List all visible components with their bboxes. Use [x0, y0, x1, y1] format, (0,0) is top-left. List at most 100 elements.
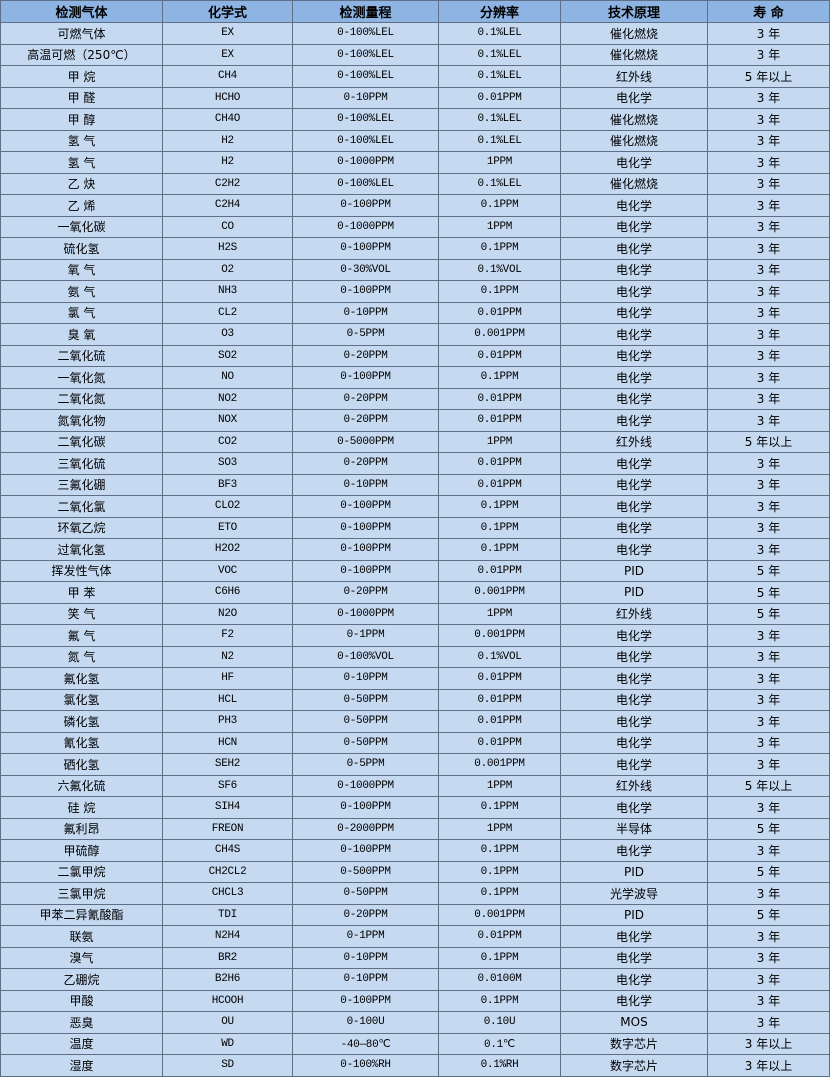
table-row: 三氯甲烷 CHCL3 0-50PPM 0.1PPM 光学波导 3 年 [0, 882, 830, 905]
lifespan-cell: 3 年 [707, 151, 830, 174]
principle-cell: 电化学 [560, 925, 708, 948]
formula-cell: C6H6 [162, 581, 293, 604]
lifespan-cell: 3 年 [707, 344, 830, 367]
principle-cell: 红外线 [560, 65, 708, 88]
principle-cell: 电化学 [560, 495, 708, 518]
formula-cell: NH3 [162, 280, 293, 303]
range-cell: 0-100PPM [292, 538, 439, 561]
resolution-cell: 0.001PPM [438, 323, 561, 346]
gas-name-cell: 氟 气 [0, 624, 163, 647]
principle-cell: 电化学 [560, 86, 708, 109]
range-cell: 0-100%VOL [292, 645, 439, 668]
range-cell: 0-100%LEL [292, 43, 439, 66]
header-resolution: 分辨率 [438, 0, 561, 23]
principle-cell: PID [560, 903, 708, 926]
gas-name-cell: 六氟化硫 [0, 774, 163, 797]
resolution-cell: 0.001PPM [438, 903, 561, 926]
formula-cell: B2H6 [162, 968, 293, 991]
header-row: 检测气体 化学式 检测量程 分辨率 技术原理 寿 命 [0, 0, 830, 23]
lifespan-cell: 3 年 [707, 667, 830, 690]
principle-cell: 催化燃烧 [560, 172, 708, 195]
range-cell: 0-10PPM [292, 968, 439, 991]
table-row: 挥发性气体 VOC 0-100PPM 0.01PPM PID 5 年 [0, 559, 830, 582]
table-row: 二氧化碳 CO2 0-5000PPM 1PPM 红外线 5 年以上 [0, 430, 830, 453]
formula-cell: O3 [162, 323, 293, 346]
lifespan-cell: 3 年 [707, 280, 830, 303]
principle-cell: PID [560, 860, 708, 883]
formula-cell: FREON [162, 817, 293, 840]
range-cell: 0-100%LEL [292, 65, 439, 88]
gas-name-cell: 氧 气 [0, 258, 163, 281]
resolution-cell: 0.01PPM [438, 473, 561, 496]
formula-cell: OU [162, 1011, 293, 1034]
lifespan-cell: 3 年以上 [707, 1054, 830, 1077]
formula-cell: N2 [162, 645, 293, 668]
lifespan-cell: 3 年 [707, 839, 830, 862]
resolution-cell: 0.1PPM [438, 946, 561, 969]
table-row: 乙 炔 C2H2 0-100%LEL 0.1%LEL 催化燃烧 3 年 [0, 172, 830, 195]
table-row: 氧 气 O2 0-30%VOL 0.1%VOL 电化学 3 年 [0, 258, 830, 281]
resolution-cell: 0.01PPM [438, 688, 561, 711]
table-row: 氟 气 F2 0-1PPM 0.001PPM 电化学 3 年 [0, 624, 830, 647]
principle-cell: 电化学 [560, 258, 708, 281]
table-row: 六氟化硫 SF6 0-1000PPM 1PPM 红外线 5 年以上 [0, 774, 830, 797]
table-row: 硒化氢 SEH2 0-5PPM 0.001PPM 电化学 3 年 [0, 753, 830, 776]
resolution-cell: 0.01PPM [438, 301, 561, 324]
resolution-cell: 0.1PPM [438, 194, 561, 217]
header-gas: 检测气体 [0, 0, 163, 23]
gas-name-cell: 三氯甲烷 [0, 882, 163, 905]
principle-cell: PID [560, 559, 708, 582]
resolution-cell: 0.01PPM [438, 387, 561, 410]
table-row: 磷化氢 PH3 0-50PPM 0.01PPM 电化学 3 年 [0, 710, 830, 733]
table-row: 氟化氢 HF 0-10PPM 0.01PPM 电化学 3 年 [0, 667, 830, 690]
formula-cell: CLO2 [162, 495, 293, 518]
lifespan-cell: 5 年以上 [707, 430, 830, 453]
table-row: 笑 气 N2O 0-1000PPM 1PPM 红外线 5 年 [0, 602, 830, 625]
formula-cell: C2H4 [162, 194, 293, 217]
range-cell: 0-2000PPM [292, 817, 439, 840]
principle-cell: 电化学 [560, 387, 708, 410]
range-cell: 0-20PPM [292, 581, 439, 604]
table-row: 臭 氧 O3 0-5PPM 0.001PPM 电化学 3 年 [0, 323, 830, 346]
formula-cell: CH4S [162, 839, 293, 862]
formula-cell: SO2 [162, 344, 293, 367]
gas-name-cell: 二氯甲烷 [0, 860, 163, 883]
range-cell: 0-10PPM [292, 667, 439, 690]
principle-cell: 催化燃烧 [560, 43, 708, 66]
table-row: 甲 醛 HCHO 0-10PPM 0.01PPM 电化学 3 年 [0, 86, 830, 109]
resolution-cell: 0.1PPM [438, 839, 561, 862]
range-cell: 0-100PPM [292, 280, 439, 303]
range-cell: 0-1000PPM [292, 215, 439, 238]
gas-name-cell: 高温可燃（250℃） [0, 43, 163, 66]
principle-cell: 红外线 [560, 774, 708, 797]
formula-cell: CH2CL2 [162, 860, 293, 883]
lifespan-cell: 3 年 [707, 989, 830, 1012]
resolution-cell: 0.01PPM [438, 344, 561, 367]
principle-cell: 电化学 [560, 323, 708, 346]
resolution-cell: 0.1%LEL [438, 129, 561, 152]
table-row: 氯化氢 HCL 0-50PPM 0.01PPM 电化学 3 年 [0, 688, 830, 711]
gas-name-cell: 一氧化氮 [0, 366, 163, 389]
gas-name-cell: 氰化氢 [0, 731, 163, 754]
table-row: 二氯甲烷 CH2CL2 0-500PPM 0.1PPM PID 5 年 [0, 860, 830, 883]
resolution-cell: 0.1PPM [438, 280, 561, 303]
lifespan-cell: 3 年 [707, 473, 830, 496]
lifespan-cell: 3 年 [707, 645, 830, 668]
formula-cell: HCHO [162, 86, 293, 109]
principle-cell: 电化学 [560, 215, 708, 238]
range-cell: 0-10PPM [292, 473, 439, 496]
resolution-cell: 1PPM [438, 430, 561, 453]
gas-name-cell: 氢 气 [0, 151, 163, 174]
resolution-cell: 0.1PPM [438, 516, 561, 539]
resolution-cell: 0.01PPM [438, 925, 561, 948]
table-row: 甲 烷 CH4 0-100%LEL 0.1%LEL 红外线 5 年以上 [0, 65, 830, 88]
table-row: 氮 气 N2 0-100%VOL 0.1%VOL 电化学 3 年 [0, 645, 830, 668]
lifespan-cell: 3 年 [707, 688, 830, 711]
table-row: 硫化氢 H2S 0-100PPM 0.1PPM 电化学 3 年 [0, 237, 830, 260]
formula-cell: H2 [162, 151, 293, 174]
table-row: 甲 醇 CH4O 0-100%LEL 0.1%LEL 催化燃烧 3 年 [0, 108, 830, 131]
range-cell: 0-1000PPM [292, 151, 439, 174]
lifespan-cell: 5 年 [707, 817, 830, 840]
principle-cell: 电化学 [560, 946, 708, 969]
gas-name-cell: 氯 气 [0, 301, 163, 324]
